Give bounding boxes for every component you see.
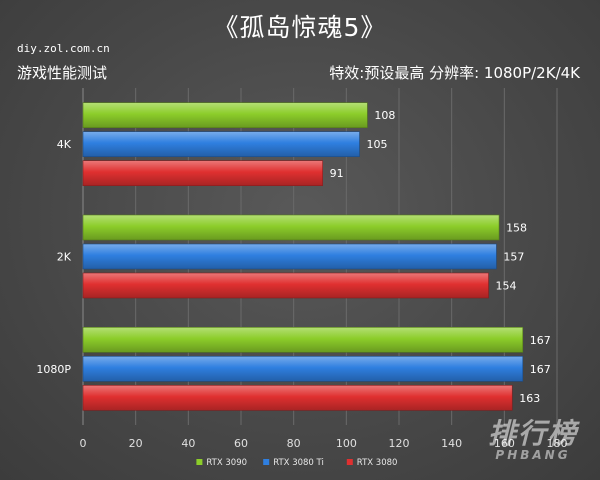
x-tick-label: 60 bbox=[234, 437, 248, 450]
x-tick-label: 120 bbox=[389, 437, 410, 450]
legend-swatch bbox=[196, 459, 203, 465]
legend-label: RTX 3080 Ti bbox=[273, 458, 324, 468]
bar-2k-series-2 bbox=[82, 272, 489, 299]
legend-label: RTX 3080 bbox=[357, 458, 398, 468]
category-label: 2K bbox=[57, 251, 72, 264]
x-tick-label: 160 bbox=[494, 437, 515, 450]
category-label: 4K bbox=[57, 138, 72, 151]
data-label: 167 bbox=[530, 334, 551, 347]
x-tick-label: 20 bbox=[129, 437, 143, 450]
data-label: 108 bbox=[374, 109, 395, 122]
bar-4k-series-2 bbox=[82, 160, 323, 186]
chart-title: 《孤岛惊魂5》 bbox=[213, 13, 387, 42]
x-tick-label: 80 bbox=[287, 437, 301, 450]
bar-1080p-series-0 bbox=[82, 327, 524, 353]
legend-swatch bbox=[263, 459, 270, 465]
bar-1080p-series-2 bbox=[82, 385, 513, 411]
x-tick-label: 40 bbox=[181, 437, 195, 450]
x-tick-label: 180 bbox=[547, 437, 568, 450]
chart-subtitle: 游戏性能测试 bbox=[17, 64, 108, 82]
legend-label: RTX 3090 bbox=[206, 458, 247, 468]
legend-swatch bbox=[346, 459, 353, 465]
data-label: 158 bbox=[506, 222, 527, 235]
data-label: 163 bbox=[519, 392, 540, 405]
bar-1080p-series-1 bbox=[82, 356, 524, 382]
watermark-subtext: PHBANG bbox=[495, 448, 571, 462]
bar-4k-series-0 bbox=[82, 102, 368, 128]
x-tick-label: 140 bbox=[441, 437, 462, 450]
category-label: 1080P bbox=[36, 363, 71, 376]
x-tick-label: 100 bbox=[336, 437, 357, 450]
data-label: 154 bbox=[496, 280, 517, 293]
watermark-logo: 排行榜 PHBANG bbox=[487, 417, 578, 463]
bar-4k-series-1 bbox=[82, 131, 360, 157]
data-label: 157 bbox=[503, 251, 524, 264]
watermark-text: 排行榜 bbox=[487, 417, 578, 450]
bar-2k-series-0 bbox=[82, 214, 500, 241]
data-label: 91 bbox=[330, 167, 344, 180]
data-label: 167 bbox=[530, 363, 551, 376]
test-settings-label: 特效:预设最高 分辨率: 1080P/2K/4K bbox=[329, 64, 580, 82]
source-url: diy.zol.com.cn bbox=[17, 42, 110, 55]
bar-2k-series-1 bbox=[82, 243, 497, 270]
x-tick-label: 0 bbox=[80, 437, 87, 450]
data-label: 105 bbox=[367, 138, 388, 151]
